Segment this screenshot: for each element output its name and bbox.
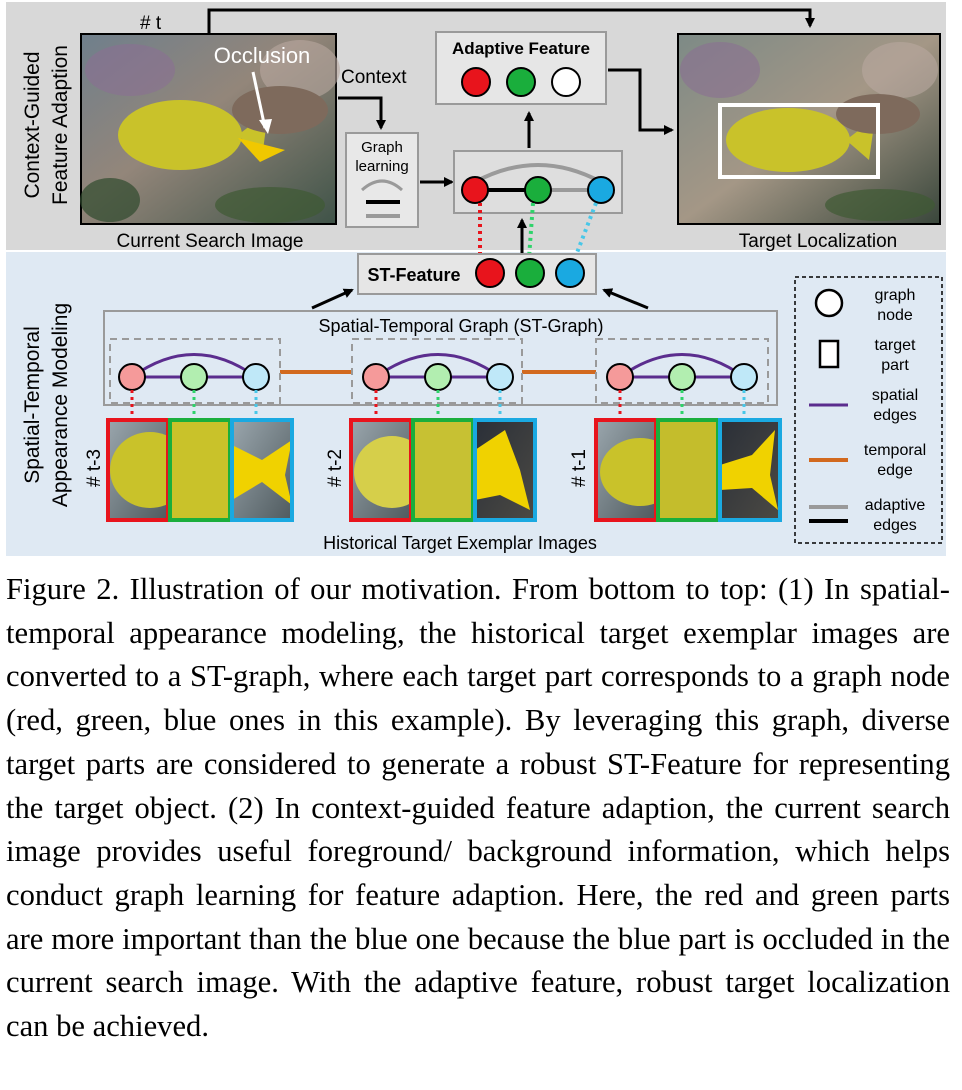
exemplar-patches-t-2 bbox=[349, 418, 537, 522]
search-image-caption: Current Search Image bbox=[117, 231, 304, 252]
st-graph-label: Spatial-Temporal Graph (ST-Graph) bbox=[318, 316, 603, 336]
node-t-1-blue bbox=[730, 363, 758, 391]
link-blue bbox=[573, 202, 598, 259]
adaptive-feature-box: Adaptive Feature bbox=[435, 31, 607, 105]
node-t-3-green bbox=[180, 363, 208, 391]
legend-adaptive-label-2: edges bbox=[873, 517, 917, 534]
st-feature-green bbox=[515, 258, 545, 288]
spatial-temporal-side-label-1: Spatial-Temporal bbox=[21, 326, 44, 484]
legend: graph node target part spatial edges tem… bbox=[794, 276, 943, 544]
legend-adaptive-label-1: adaptive bbox=[865, 497, 926, 514]
node-t-2-blue bbox=[486, 363, 514, 391]
legend-target-part-label-2: part bbox=[881, 357, 909, 374]
graph-learning-box: Graph learning bbox=[345, 132, 419, 228]
frame-tag-t: # t bbox=[140, 13, 162, 34]
adaptive-to-localization-arrow bbox=[608, 68, 674, 135]
st-feature-blue bbox=[555, 258, 585, 288]
occluding-fish bbox=[232, 86, 328, 134]
figure-caption: Figure 2. Illustration of our motivation… bbox=[6, 572, 950, 1044]
legend-spatial-label-1: spatial bbox=[872, 387, 918, 404]
st-graph-left-arrow bbox=[311, 288, 354, 310]
target-localization-image bbox=[677, 33, 941, 225]
current-search-image bbox=[80, 33, 340, 225]
legend-temporal-label-1: temporal bbox=[864, 442, 926, 459]
legend-target-part-label-1: target bbox=[875, 337, 916, 354]
node-t-1-red bbox=[606, 363, 634, 391]
node-t-2-red bbox=[362, 363, 390, 391]
legend-graph-node-label-2: node bbox=[877, 307, 913, 324]
frame-tag-t-2: # t-2 bbox=[325, 449, 346, 487]
st-graph-box bbox=[103, 310, 778, 406]
context-label: Context bbox=[341, 67, 407, 88]
adaptive-feature-green bbox=[506, 67, 536, 97]
adaptive-feature-empty bbox=[551, 67, 581, 97]
target-localization-caption: Target Localization bbox=[739, 231, 897, 252]
search-to-localization-arrow bbox=[207, 8, 815, 33]
occlusion-arrow bbox=[251, 71, 267, 129]
exemplar-caption: Historical Target Exemplar Images bbox=[323, 533, 597, 553]
patch-t-3-green bbox=[170, 420, 230, 520]
legend-target-part-icon bbox=[818, 339, 840, 369]
frame-tag-t-3: # t-3 bbox=[84, 449, 105, 487]
frame-tag-t-1: # t-1 bbox=[569, 449, 590, 487]
adaptive-feature-red bbox=[461, 67, 491, 97]
graph-learning-label-2: learning bbox=[355, 158, 408, 175]
localization-box bbox=[718, 103, 880, 179]
legend-spatial-label-2: edges bbox=[873, 407, 917, 424]
motivation-figure: Context-Guided Feature Adaption # t Occl… bbox=[6, 2, 946, 556]
node-t-3-red bbox=[118, 363, 146, 391]
adaptive-feature-title: Adaptive Feature bbox=[452, 39, 590, 58]
node-t-1-green bbox=[668, 363, 696, 391]
context-guided-side-label-1: Context-Guided bbox=[21, 51, 44, 198]
st-feature-red bbox=[475, 258, 505, 288]
st-feature-box: ST-Feature bbox=[357, 253, 597, 295]
occlusion-label: Occlusion bbox=[214, 43, 311, 68]
adaptive-node-blue bbox=[587, 176, 615, 204]
patch-t-2-green bbox=[413, 420, 473, 520]
patch-t-1-green bbox=[658, 420, 718, 520]
adaptive-node-green bbox=[524, 176, 552, 204]
context-arrow bbox=[338, 96, 386, 130]
node-t-2-green bbox=[424, 363, 452, 391]
context-guided-side-label-2: Feature Adaption bbox=[49, 45, 72, 205]
link-green bbox=[527, 202, 535, 259]
st-graph-group-t-1 bbox=[595, 338, 769, 404]
graph-learning-label-1: Graph bbox=[361, 139, 403, 156]
legend-graph-node-icon bbox=[814, 288, 844, 318]
st-feature-label: ST-Feature bbox=[367, 265, 460, 285]
exemplar-patches-t-3 bbox=[106, 418, 294, 522]
adaptive-node-red bbox=[461, 176, 489, 204]
st-graph-right-arrow bbox=[602, 288, 649, 310]
st-graph-group-t-2 bbox=[351, 338, 523, 404]
node-t-3-blue bbox=[242, 363, 270, 391]
spatial-temporal-side-label-2: Appearance Modeling bbox=[49, 303, 72, 507]
legend-graph-node-label-1: graph bbox=[875, 287, 916, 304]
exemplar-patches-t-1 bbox=[594, 418, 782, 522]
search-target-fish bbox=[118, 100, 242, 170]
legend-temporal-label-2: edge bbox=[877, 462, 913, 479]
